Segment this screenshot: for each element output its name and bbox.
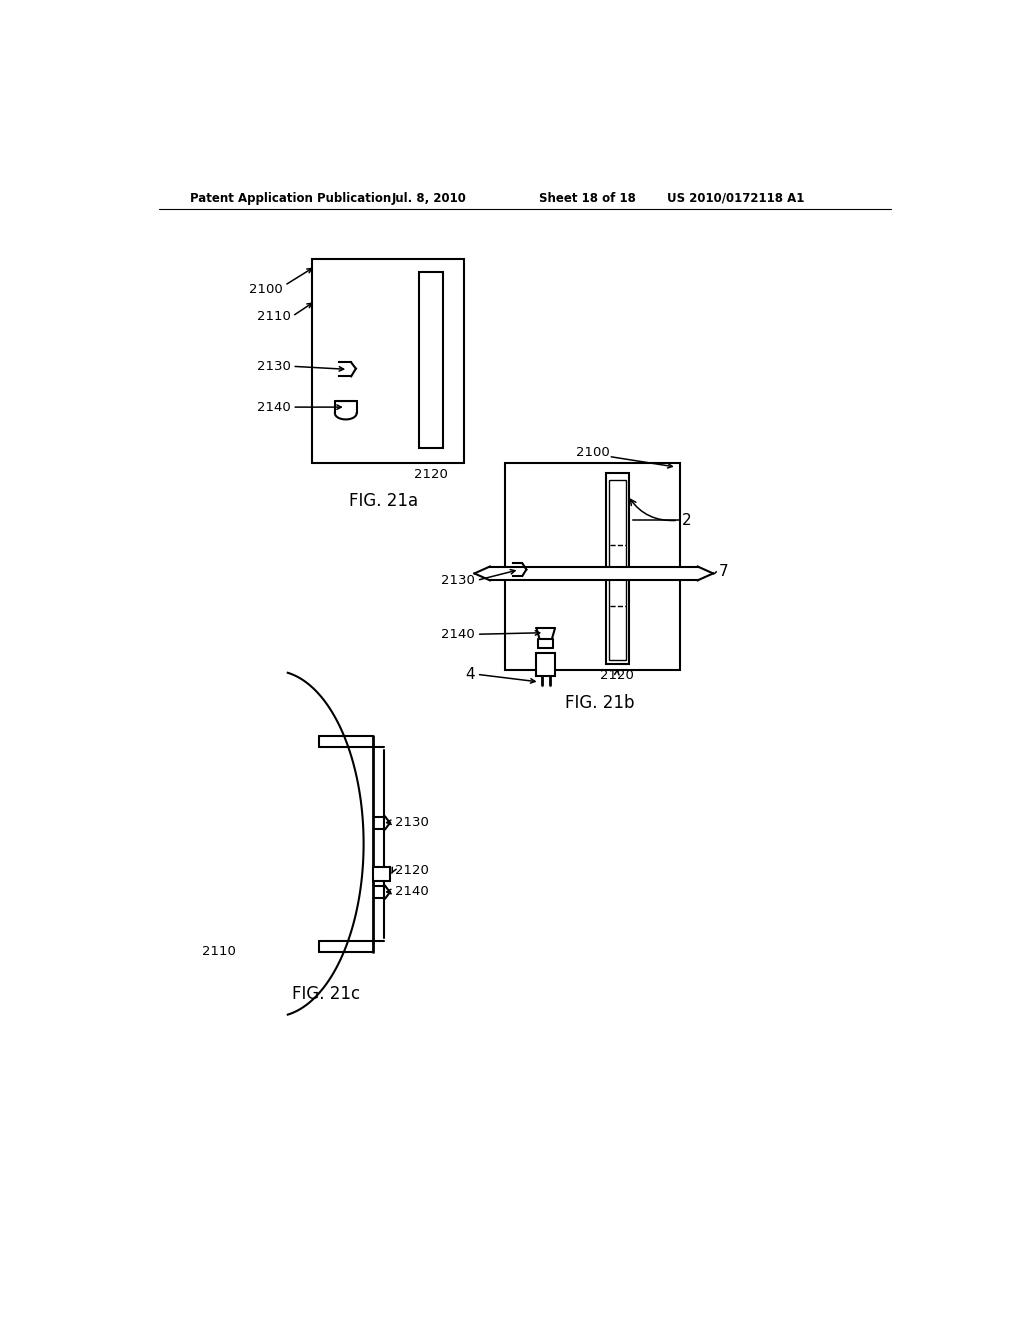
Text: 2100: 2100 bbox=[249, 282, 283, 296]
Text: Jul. 8, 2010: Jul. 8, 2010 bbox=[391, 191, 466, 205]
Bar bbox=[312, 259, 464, 462]
Text: 2: 2 bbox=[682, 512, 692, 528]
Text: 2130: 2130 bbox=[395, 816, 429, 829]
Bar bbox=[506, 462, 680, 671]
Text: 2110: 2110 bbox=[257, 310, 291, 323]
Bar bbox=[537, 653, 555, 676]
Text: 2120: 2120 bbox=[600, 669, 634, 682]
Text: 2130: 2130 bbox=[257, 360, 291, 372]
Polygon shape bbox=[489, 566, 697, 581]
Text: FIG. 21b: FIG. 21b bbox=[565, 694, 635, 711]
Text: 2100: 2100 bbox=[577, 446, 610, 459]
Text: Patent Application Publication: Patent Application Publication bbox=[190, 191, 391, 205]
Text: FIG. 21c: FIG. 21c bbox=[292, 985, 360, 1003]
Text: 2140: 2140 bbox=[441, 628, 475, 640]
Bar bbox=[419, 272, 443, 447]
Text: 2140: 2140 bbox=[257, 400, 291, 413]
Text: 2140: 2140 bbox=[395, 884, 429, 898]
Text: 2130: 2130 bbox=[441, 574, 475, 587]
Text: 2110: 2110 bbox=[202, 945, 236, 958]
Text: 7: 7 bbox=[719, 565, 728, 579]
Text: Sheet 18 of 18: Sheet 18 of 18 bbox=[539, 191, 636, 205]
Text: 2120: 2120 bbox=[395, 865, 429, 878]
Bar bbox=[609, 480, 627, 660]
Text: 4: 4 bbox=[466, 667, 475, 682]
Text: US 2010/0172118 A1: US 2010/0172118 A1 bbox=[667, 191, 804, 205]
Bar bbox=[606, 473, 630, 664]
Text: FIG. 21a: FIG. 21a bbox=[349, 492, 419, 510]
Bar bbox=[373, 867, 390, 880]
Text: 2120: 2120 bbox=[414, 469, 447, 482]
